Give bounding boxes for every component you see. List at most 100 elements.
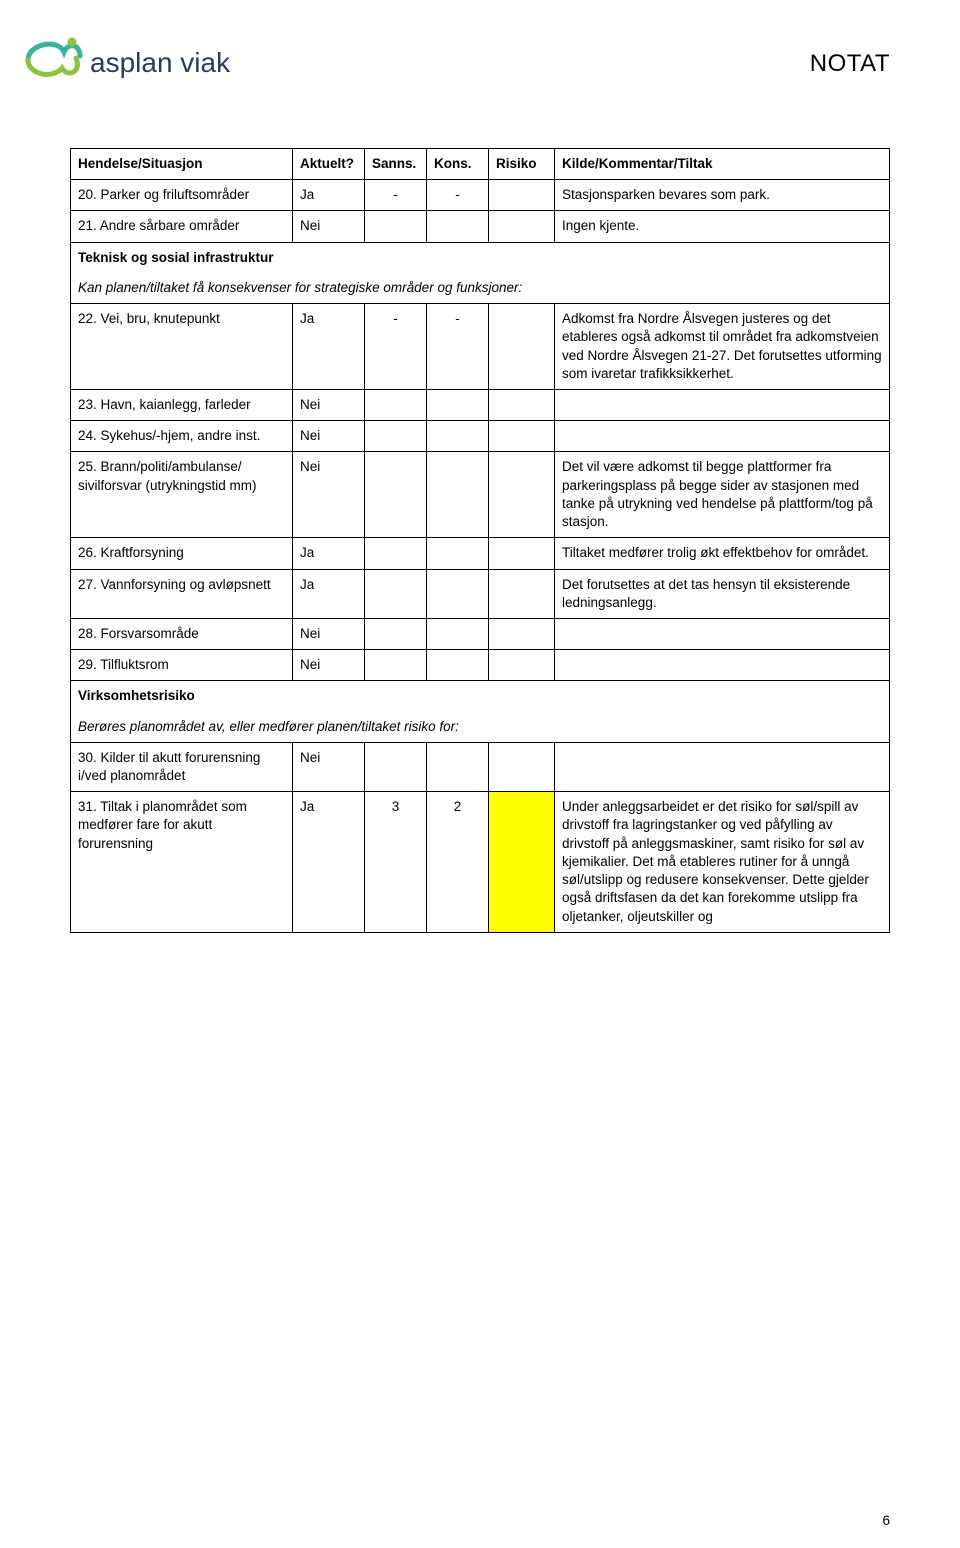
logo-text: asplan viak [90,47,231,78]
cell: Det forutsettes at det tas hensyn til ek… [555,569,890,618]
cell: Nei [293,389,365,420]
col-kons: Kons. [427,149,489,180]
cell [489,452,555,538]
table-row: 26. Kraftforsyning Ja Tiltaket medfører … [71,538,890,569]
table-header-row: Hendelse/Situasjon Aktuelt? Sanns. Kons.… [71,149,890,180]
cell: 23. Havn, kaianlegg, farleder [71,389,293,420]
content-area: Hendelse/Situasjon Aktuelt? Sanns. Kons.… [70,56,890,933]
cell [489,180,555,211]
cell: Stasjonsparken bevares som park. [555,180,890,211]
cell: - [365,304,427,390]
cell [489,742,555,791]
col-aktuelt: Aktuelt? [293,149,365,180]
cell: 2 [427,792,489,933]
cell [489,389,555,420]
cell [427,538,489,569]
cell [555,389,890,420]
table-row: 29. Tilfluktsrom Nei [71,650,890,681]
col-hendelse: Hendelse/Situasjon [71,149,293,180]
table-row: 24. Sykehus/-hjem, andre inst. Nei [71,421,890,452]
cell: Ja [293,538,365,569]
cell: Ja [293,180,365,211]
cell: 30. Kilder til akutt forurensning i/ved … [71,742,293,791]
cell: Nei [293,618,365,649]
cell: Ja [293,304,365,390]
cell [365,538,427,569]
cell [365,650,427,681]
cell [489,304,555,390]
cell [365,569,427,618]
document-page: asplan viak NOTAT Hendelse/Situasjon Akt… [0,0,960,1548]
section-header: Teknisk og sosial infrastruktur [71,242,890,273]
cell: 31. Tiltak i planområdet som medfører fa… [71,792,293,933]
header-title: NOTAT [810,50,890,78]
cell: 25. Brann/politi/ambulanse/ sivilforsvar… [71,452,293,538]
cell [365,618,427,649]
section-subheader: Berøres planområdet av, eller medfører p… [71,712,890,743]
cell: 22. Vei, bru, knutepunkt [71,304,293,390]
cell: Adkomst fra Nordre Ålsvegen justeres og … [555,304,890,390]
cell [489,421,555,452]
col-risiko: Risiko [489,149,555,180]
table-row: 30. Kilder til akutt forurensning i/ved … [71,742,890,791]
cell [555,650,890,681]
cell [489,211,555,242]
cell: Tiltaket medfører trolig økt effektbehov… [555,538,890,569]
cell: 27. Vannforsyning og avløpsnett [71,569,293,618]
cell: 3 [365,792,427,933]
cell [427,452,489,538]
cell: Ja [293,792,365,933]
cell [555,421,890,452]
cell: Ingen kjente. [555,211,890,242]
table-row: 22. Vei, bru, knutepunkt Ja - - Adkomst … [71,304,890,390]
cell: 26. Kraftforsyning [71,538,293,569]
cell [365,389,427,420]
cell [365,421,427,452]
section-header: Virksomhetsrisiko [71,681,890,712]
cell: Nei [293,421,365,452]
section-subtitle: Berøres planområdet av, eller medfører p… [71,712,890,743]
table-row: 23. Havn, kaianlegg, farleder Nei [71,389,890,420]
table-row: 28. Forsvarsområde Nei [71,618,890,649]
logo-svg: asplan viak [22,32,242,88]
cell [427,569,489,618]
section-subtitle: Kan planen/tiltaket få konsekvenser for … [71,273,890,304]
section-subheader: Kan planen/tiltaket få konsekvenser for … [71,273,890,304]
cell: Nei [293,211,365,242]
cell: - [427,180,489,211]
page-number: 6 [882,1513,890,1528]
col-kilde: Kilde/Kommentar/Tiltak [555,149,890,180]
cell: Det vil være adkomst til begge plattform… [555,452,890,538]
cell [555,742,890,791]
table-row: 27. Vannforsyning og avløpsnett Ja Det f… [71,569,890,618]
cell [427,421,489,452]
cell: 20. Parker og friluftsområder [71,180,293,211]
table-row: 21. Andre sårbare områder Nei Ingen kjen… [71,211,890,242]
cell: - [427,304,489,390]
cell: 29. Tilfluktsrom [71,650,293,681]
cell: Nei [293,650,365,681]
cell: Nei [293,742,365,791]
logo: asplan viak [22,32,242,88]
cell [365,211,427,242]
cell: Under anleggsarbeidet er det risiko for … [555,792,890,933]
cell [427,742,489,791]
cell [489,618,555,649]
section-title: Teknisk og sosial infrastruktur [71,242,890,273]
table-row: 20. Parker og friluftsområder Ja - - Sta… [71,180,890,211]
col-sanns: Sanns. [365,149,427,180]
cell [427,389,489,420]
cell: 21. Andre sårbare områder [71,211,293,242]
cell: 24. Sykehus/-hjem, andre inst. [71,421,293,452]
cell: Nei [293,452,365,538]
cell: 28. Forsvarsområde [71,618,293,649]
table-row: 25. Brann/politi/ambulanse/ sivilforsvar… [71,452,890,538]
cell [489,538,555,569]
cell: - [365,180,427,211]
cell [427,618,489,649]
cell [489,569,555,618]
cell: Ja [293,569,365,618]
main-table: Hendelse/Situasjon Aktuelt? Sanns. Kons.… [70,148,890,933]
cell [427,650,489,681]
cell [365,452,427,538]
